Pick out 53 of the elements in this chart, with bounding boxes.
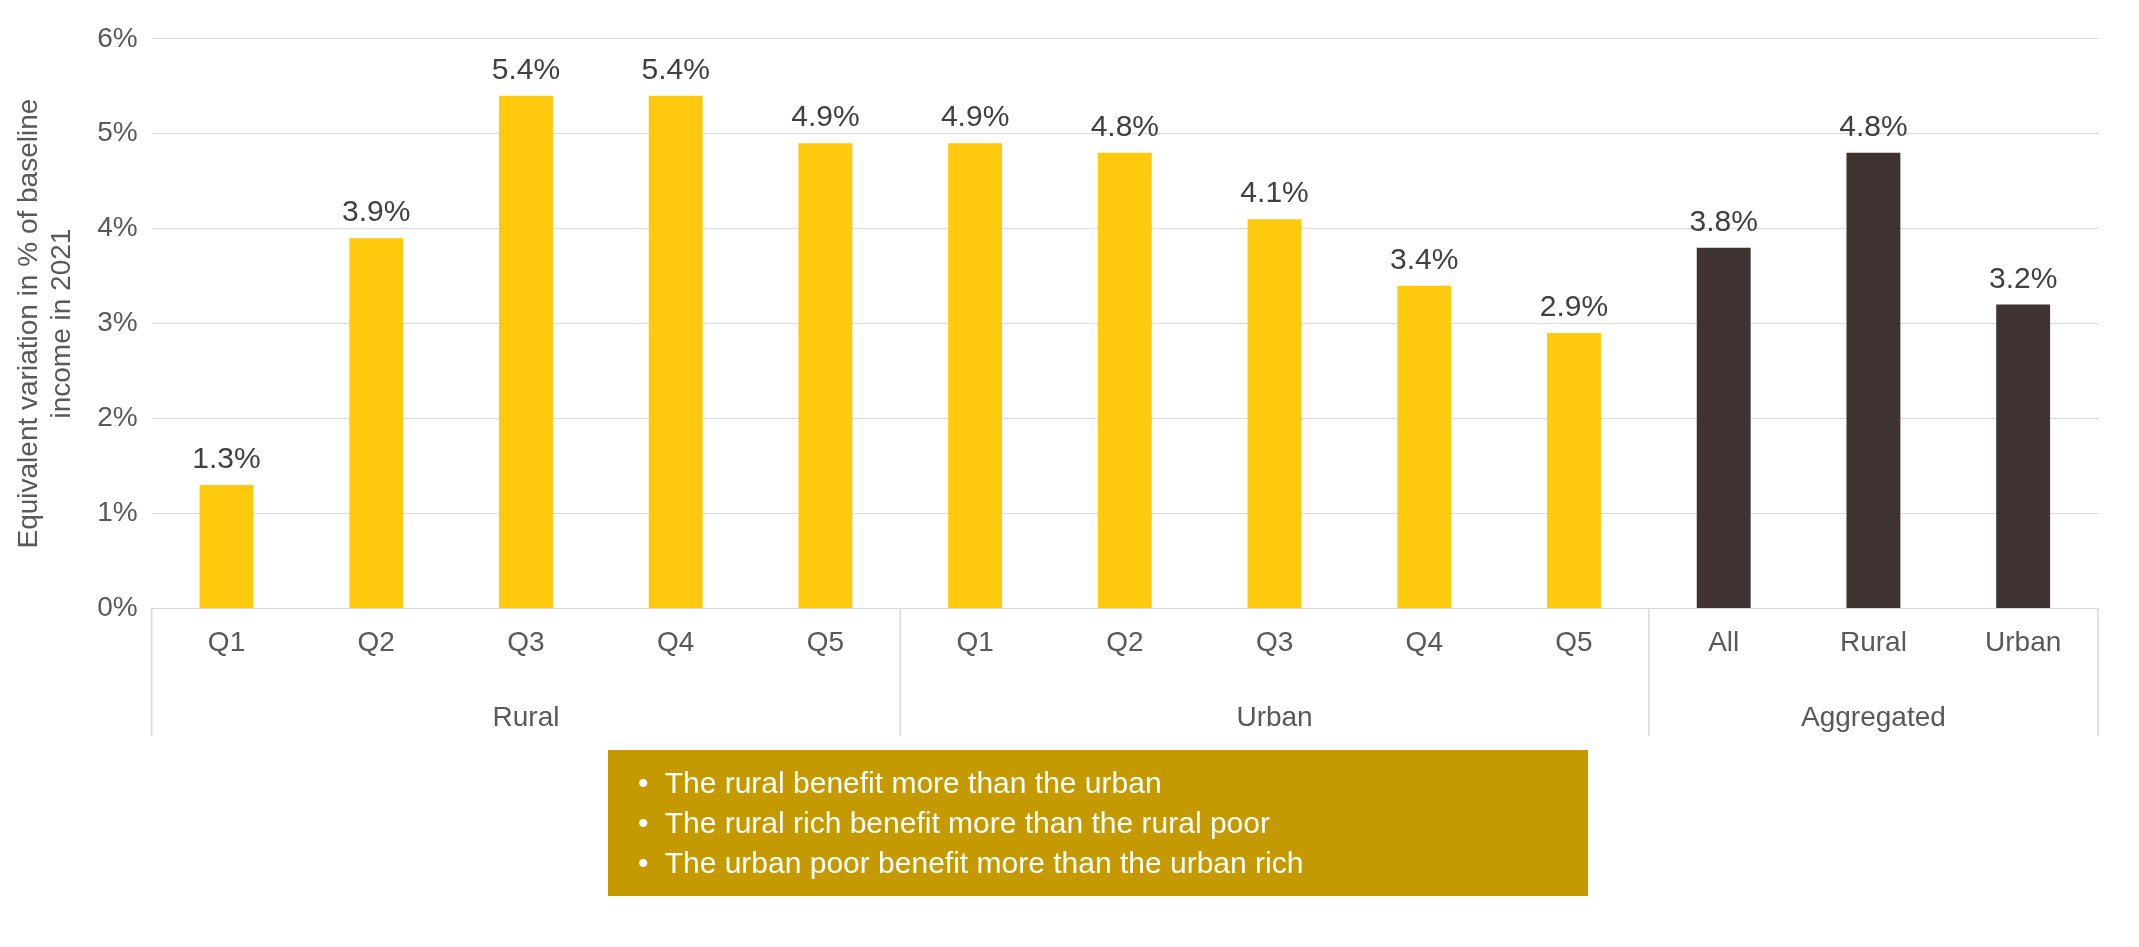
y-tick-label: 6%: [97, 21, 138, 53]
text: • The rural benefit more than the urban: [638, 766, 1163, 800]
text: • The rural rich benefit more than the rural poor: [638, 806, 1271, 840]
data-label: 4.9%: [791, 99, 860, 133]
y-tick-label: 4%: [97, 211, 138, 243]
x-tick-label: Q1: [956, 625, 994, 657]
y-tick-label: 5%: [97, 116, 138, 148]
x-tick-label: Q5: [806, 625, 845, 657]
text: Rural: [492, 700, 560, 732]
x-tick-label: Q5: [1555, 625, 1593, 657]
x-tick-label: Q4: [657, 625, 695, 657]
y-tick-label: 0%: [97, 591, 138, 623]
x-tick-label: Q1: [207, 625, 246, 657]
data-label: 4.8%: [1090, 108, 1160, 142]
text: • The urban poor benefit more than the urban rich: [638, 846, 1305, 880]
y-tick-label: 2%: [97, 401, 138, 433]
bar: [648, 95, 703, 608]
bar: [1397, 285, 1452, 608]
x-tick-label: Urban: [1985, 625, 2062, 657]
data-label: 5.4%: [641, 52, 710, 86]
bar: [948, 143, 1003, 608]
bar: [1097, 152, 1152, 608]
x-tick-label: All: [1708, 625, 1740, 657]
bar: [499, 95, 553, 608]
data-label: 3.9%: [342, 194, 411, 228]
data-label: 3.4%: [1390, 241, 1459, 275]
x-tick-label: Q2: [1106, 625, 1144, 657]
data-label: 2.9%: [1539, 289, 1609, 323]
x-tick-label: Q3: [507, 625, 545, 657]
text: Urban: [1236, 700, 1313, 732]
x-tick-label: Q2: [357, 625, 395, 657]
bar: [349, 238, 404, 608]
data-label: 4.9%: [940, 99, 1010, 133]
data-label: 5.4%: [491, 52, 561, 86]
x-tick-label: Rural: [1839, 625, 1907, 657]
y-axis-title: Equivalent variation in % of baseline income in 2021: [11, 98, 77, 549]
data-label: 3.2%: [1988, 260, 2058, 294]
bar: [1996, 304, 2051, 608]
data-label: 1.3%: [192, 441, 261, 475]
data-label: 4.1%: [1240, 175, 1309, 209]
data-label: 4.8%: [1839, 108, 1908, 142]
bar: [1247, 219, 1302, 608]
y-tick-label: 1%: [97, 496, 138, 528]
data-label: 3.8%: [1689, 203, 1758, 237]
y-tick-label: 3%: [97, 306, 138, 338]
bar: [1846, 152, 1901, 608]
bar: [1696, 247, 1751, 608]
bar: [798, 143, 853, 608]
bar: [1547, 333, 1601, 608]
x-tick-label: Q3: [1255, 625, 1294, 657]
x-tick-label: Q4: [1405, 625, 1443, 657]
text: Aggregated: [1801, 700, 1946, 732]
bar: [199, 484, 254, 608]
